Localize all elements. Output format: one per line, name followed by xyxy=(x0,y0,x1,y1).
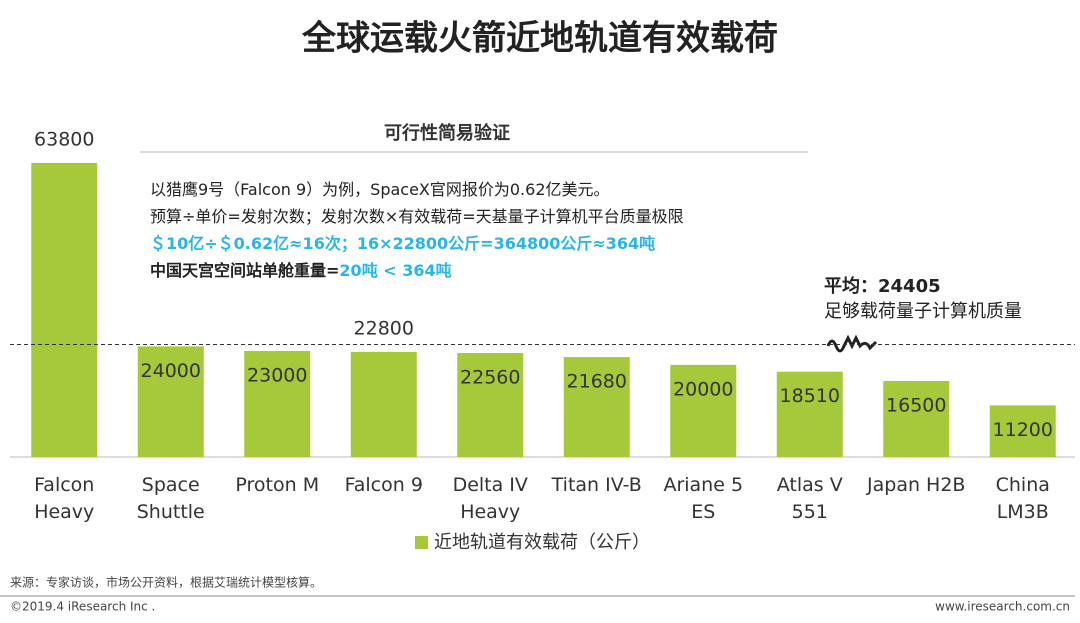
bar xyxy=(670,364,737,457)
bar xyxy=(457,353,524,457)
x-tick-label: China LM3B xyxy=(995,474,1050,523)
value-label: 18510 xyxy=(780,385,840,407)
squiggle-icon xyxy=(826,334,878,353)
value-label: 11200 xyxy=(993,419,1053,441)
note-text: 预算÷单价=发射次数；发射次数×有效载荷=天基量子计算机平台质量极限 xyxy=(150,207,684,226)
note-line: 中国天宫空间站单舱重量=20吨 < 364吨 xyxy=(150,257,452,281)
average-label: 平均：24405 xyxy=(824,275,941,297)
legend-swatch xyxy=(415,536,428,549)
bar xyxy=(31,162,98,457)
bar xyxy=(137,346,204,457)
note-text: 20吨 < 364吨 xyxy=(339,261,452,280)
average-note: 足够载荷量子计算机质量 xyxy=(824,301,1022,322)
note-line: ＄10亿÷＄0.62亿≈16次；16×22800公斤=364800公斤≈364吨 xyxy=(150,230,655,254)
value-label: 63800 xyxy=(34,128,94,150)
legend-label: 近地轨道有效载荷（公斤） xyxy=(434,532,650,553)
value-label: 16500 xyxy=(886,394,946,416)
x-tick-label: Japan H2B xyxy=(867,474,966,496)
value-label: 21680 xyxy=(567,371,627,393)
value-label: 22800 xyxy=(354,317,414,339)
value-label: 23000 xyxy=(247,364,307,386)
note-line: 预算÷单价=发射次数；发射次数×有效载荷=天基量子计算机平台质量极限 xyxy=(150,203,684,227)
note-text: 中国天宫空间站单舱重量= xyxy=(150,261,340,280)
bar xyxy=(989,405,1056,457)
bar xyxy=(776,371,843,457)
x-tick-label: Titan IV-B xyxy=(551,474,642,496)
x-tick-label: Space Shuttle xyxy=(136,474,205,523)
x-tick-label: Falcon 9 xyxy=(344,474,423,496)
bar xyxy=(350,351,417,457)
bar xyxy=(563,357,630,457)
value-label: 24000 xyxy=(141,360,201,382)
note-text: ＄10亿÷＄0.62亿≈16次；16×22800公斤=364800公斤≈364吨 xyxy=(150,234,656,253)
x-tick-label: Proton M xyxy=(235,474,320,496)
note-text: 以猎鹰9号（Falcon 9）为例，SpaceX官网报价为0.62亿美元。 xyxy=(150,180,610,199)
bar xyxy=(244,350,311,457)
copyright: ©2019.4 iResearch Inc . xyxy=(10,600,155,614)
x-tick-label: Falcon Heavy xyxy=(34,474,95,523)
value-label: 20000 xyxy=(673,378,733,400)
source: 来源：专家访谈，市场公开资料，根据艾瑞统计模型核算。 xyxy=(10,575,322,590)
x-tick-label: Delta IV Heavy xyxy=(452,474,528,523)
bar xyxy=(883,380,950,457)
note-line: 以猎鹰9号（Falcon 9）为例，SpaceX官网报价为0.62亿美元。 xyxy=(150,176,610,200)
website: www.iresearch.com.cn xyxy=(935,600,1070,614)
x-tick-label: Ariane 5 ES xyxy=(663,474,744,523)
x-tick-label: Atlas V 551 xyxy=(776,474,843,523)
value-label: 22560 xyxy=(460,367,520,389)
note-title: 可行性简易验证 xyxy=(384,122,510,144)
chart-title: 全球运载火箭近地轨道有效载荷 xyxy=(301,19,778,59)
